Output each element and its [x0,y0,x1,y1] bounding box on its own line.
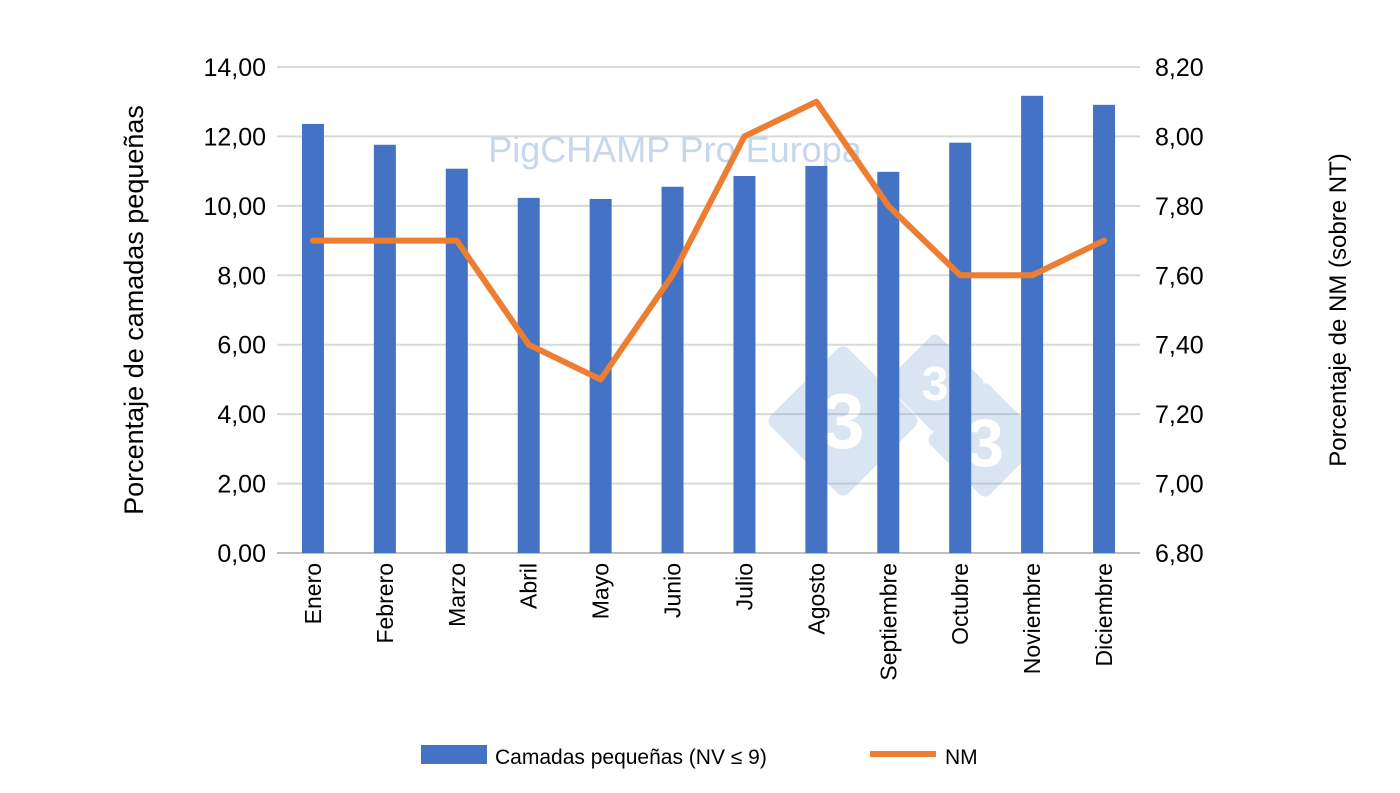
x-tick-label: Septiembre [875,563,901,681]
y2-tick-label: 7,00 [1155,471,1204,499]
svg-text:3: 3 [966,405,1004,481]
svg-text:3: 3 [922,358,949,411]
left-axis-ticks: 0,00 2,00 4,00 6,00 8,00 10,00 12,00 14,00 [203,54,266,568]
watermark-text: PigCHAMP Pro Europa [488,129,862,170]
y-tick-label: 10,00 [203,193,266,221]
bar [877,171,900,553]
x-tick-label: Mayo [588,563,614,619]
bar [1021,95,1044,553]
y2-tick-label: 8,00 [1155,123,1204,151]
x-tick-label: Marzo [444,563,470,627]
y-tick-label: 14,00 [203,54,266,82]
y-tick-label: 2,00 [217,471,266,499]
x-axis-ticks: Enero Febrero Marzo Abril Mayo Junio Julio Agos… [300,563,1117,681]
legend-label-bars: Camadas pequeñas (NV ≤ 9) [495,746,767,769]
bar [1093,104,1116,554]
x-tick-label: Diciembre [1091,563,1117,667]
bar [661,186,684,553]
y2-tick-label: 7,40 [1155,332,1204,360]
nm-line [309,98,1108,383]
x-tick-label: Abril [516,563,542,609]
y-tick-label: 6,00 [217,332,266,360]
bar [445,168,468,553]
bar [805,165,828,553]
right-axis-ticks: 6,80 7,00 7,20 7,40 7,60 7,80 8,00 8,20 [1155,54,1204,568]
x-tick-label: Enero [300,563,326,624]
bar [301,123,324,553]
x-tick-label: Julio [731,563,757,610]
bar [733,176,756,553]
bar [373,144,396,553]
x-tick-label: Febrero [372,563,398,644]
legend-label-line: NM [945,746,978,769]
legend-swatch-bars [421,745,487,764]
svg-text:3: 3 [821,377,864,465]
x-tick-label: Agosto [803,563,829,635]
y2-tick-label: 7,60 [1155,262,1204,290]
bar [517,197,540,553]
left-axis-title: Porcentaje de camadas pequeñas [119,105,149,515]
y2-tick-label: 6,80 [1155,540,1204,568]
x-tick-label: Noviembre [1019,563,1045,674]
x-tick-label: Octubre [947,563,973,645]
y-tick-label: 12,00 [203,123,266,151]
y-tick-label: 4,00 [217,401,266,429]
y2-tick-label: 8,20 [1155,54,1204,82]
bar [949,142,972,554]
y-tick-label: 8,00 [217,262,266,290]
legend: Camadas pequeñas (NV ≤ 9) NM [421,745,978,769]
y2-tick-label: 7,80 [1155,193,1204,221]
y-tick-label: 0,00 [217,540,266,568]
line-series [309,98,1108,383]
right-axis-title: Porcentaje de NM (sobre NT) [1325,153,1352,466]
y2-tick-label: 7,20 [1155,401,1204,429]
x-tick-label: Junio [660,563,686,618]
